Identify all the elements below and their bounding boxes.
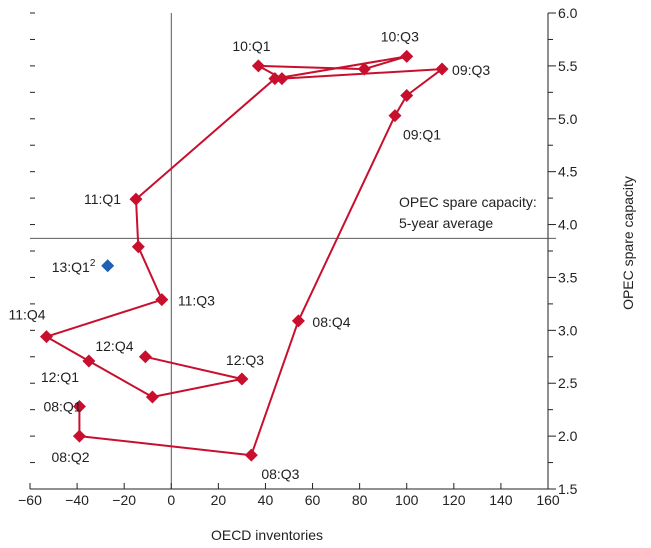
data-point <box>39 330 53 344</box>
x-tick-label: 60 <box>305 492 321 508</box>
point-label: 08:Q2 <box>51 449 89 465</box>
x-tick-label: 20 <box>211 492 227 508</box>
y-tick-label: 4.0 <box>558 217 578 233</box>
point-label: 12:Q3 <box>226 352 264 368</box>
data-point <box>275 72 289 86</box>
data-point <box>72 429 86 443</box>
data-point <box>251 59 265 73</box>
y-tick-label: 4.5 <box>558 164 578 180</box>
data-point <box>129 192 143 206</box>
annotation-line-2: 5-year average <box>399 215 493 231</box>
point-label: 11:Q4 <box>8 307 45 323</box>
series-line <box>45 55 443 457</box>
data-point <box>435 62 449 76</box>
x-tick-label: −20 <box>112 492 136 508</box>
point-label: 08:Q1 <box>43 398 81 414</box>
point-label: 09:Q3 <box>452 62 490 78</box>
point-label: 12:Q4 <box>95 338 133 354</box>
data-point <box>131 240 145 254</box>
point-label: 08:Q3 <box>261 466 299 482</box>
y-tick-label: 6.0 <box>558 5 578 21</box>
data-point <box>155 293 169 307</box>
x-tick-label: −40 <box>65 492 89 508</box>
x-tick-label: 80 <box>352 492 368 508</box>
series-lines-layer <box>45 55 443 457</box>
x-tick-label: 40 <box>258 492 274 508</box>
point-label: 09:Q1 <box>403 127 441 143</box>
data-point <box>400 49 414 63</box>
data-point <box>400 89 414 103</box>
point-label: 13:Q12 <box>52 258 96 275</box>
data-point <box>268 72 282 86</box>
data-point <box>244 448 258 462</box>
x-tick-label: −60 <box>18 492 42 508</box>
point-label: 08:Q4 <box>312 314 350 330</box>
point-label: 10:Q1 <box>232 38 270 54</box>
y-tick-label: 3.0 <box>558 322 578 338</box>
data-point <box>388 109 402 123</box>
point-label-superscript: 2 <box>90 258 96 269</box>
y-tick-label: 2.5 <box>558 375 578 391</box>
x-tick-label: 160 <box>536 492 560 508</box>
point-label: 12:Q1 <box>41 369 79 385</box>
point-labels-layer: 08:Q1 08:Q2 08:Q3 08:Q4 09:Q1 09:Q3 10:Q1 10:Q3… <box>8 28 490 482</box>
x-tick-label: 100 <box>395 492 419 508</box>
points-layer <box>39 49 449 462</box>
data-point <box>145 390 159 404</box>
data-point <box>82 354 96 368</box>
annotation-line-1: OPEC spare capacity: <box>399 194 537 210</box>
point-label: 11:Q3 <box>178 293 215 309</box>
data-point <box>357 62 371 76</box>
y-tick-label: 3.5 <box>558 269 578 285</box>
y-tick-label: 5.5 <box>558 58 578 74</box>
y-axis-title: OPEC spare capacity <box>620 176 636 310</box>
data-point <box>138 350 152 364</box>
point-label: 11:Q1 <box>84 191 121 207</box>
data-point <box>235 372 249 386</box>
data-point <box>291 314 305 328</box>
data-point <box>72 399 86 413</box>
y-tick-label: 2.0 <box>558 428 578 444</box>
x-tick-label: 0 <box>167 492 175 508</box>
y-tick-label: 5.0 <box>558 111 578 127</box>
y-tick-label: 1.5 <box>558 481 578 497</box>
point-label: 10:Q3 <box>381 28 419 44</box>
data-point <box>101 259 115 273</box>
x-axis-title: OECD inventories <box>211 527 323 543</box>
x-tick-label: 140 <box>489 492 513 508</box>
x-tick-label: 120 <box>442 492 466 508</box>
